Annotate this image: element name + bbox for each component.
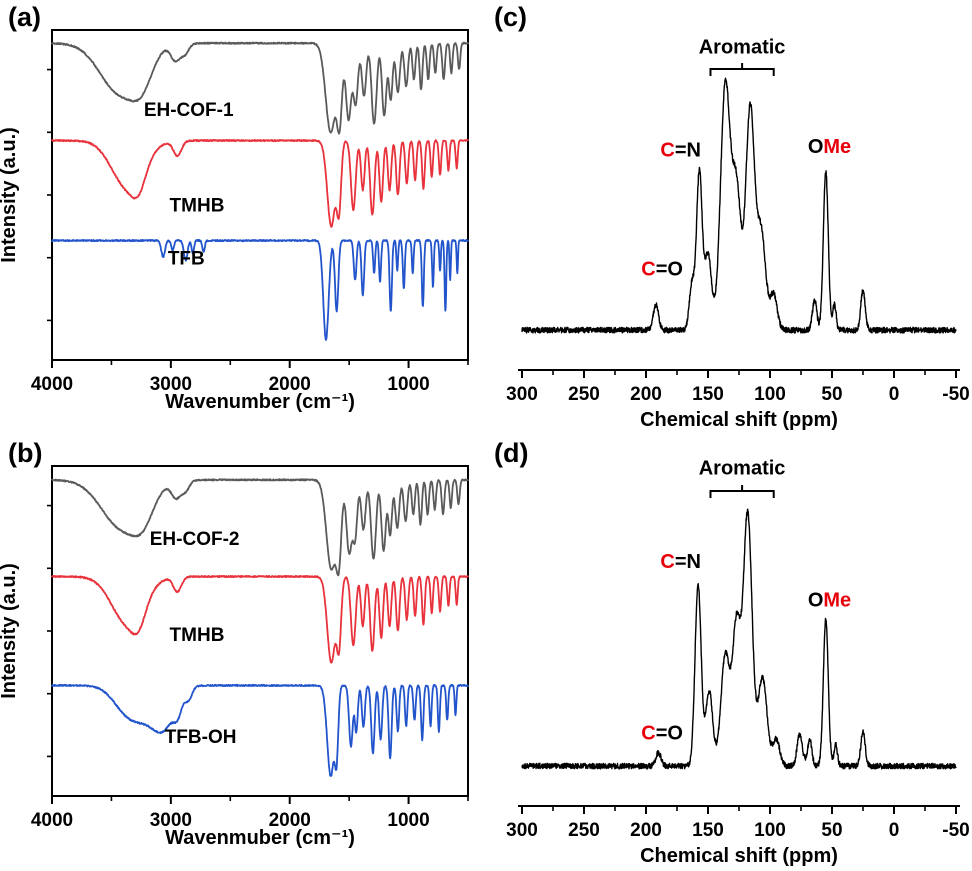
panel-label-d: (d): [494, 438, 529, 468]
svg-text:3000: 3000: [150, 810, 192, 831]
ftir-chart-eh-cof-1: 4000 3000 2000 1000 Wavenumber (cm⁻¹) Intensi…: [0, 0, 486, 436]
svg-text:Intensity (a.u.): Intensity (a.u.): [0, 563, 20, 699]
svg-text:Wavenmuber (cm⁻¹): Wavenmuber (cm⁻¹): [165, 827, 355, 849]
svg-text:1000: 1000: [387, 810, 429, 831]
svg-text:50: 50: [821, 384, 842, 405]
panel-c: (c) 300 250 200 150 100 50 0 -50 Chemical shift …: [486, 0, 972, 436]
svg-text:C=O: C=O: [641, 259, 683, 281]
svg-text:300: 300: [506, 384, 538, 405]
svg-text:300: 300: [506, 820, 538, 841]
svg-text:OMe: OMe: [808, 590, 851, 612]
svg-text:0: 0: [889, 820, 900, 841]
nmr-chart-eh-cof-2: 300 250 200 150 100 50 0 -50 Chemical shift (ppm…: [486, 436, 972, 871]
panel-b: (b) 4000 3000 2000 1000 Wavenmuber (cm⁻¹) Int…: [0, 436, 486, 871]
svg-text:-50: -50: [942, 384, 969, 405]
panel-label-c: (c): [494, 2, 527, 32]
svg-text:TMHB: TMHB: [170, 625, 225, 646]
svg-text:4000: 4000: [31, 810, 73, 831]
svg-text:Aromatic: Aromatic: [699, 458, 786, 480]
svg-text:50: 50: [821, 820, 842, 841]
svg-text:TMHB: TMHB: [170, 196, 225, 217]
ftir-spectrum-svg-a: 4000 3000 2000 1000 Wavenumber (cm⁻¹) Intensi…: [0, 29, 469, 413]
svg-text:Aromatic: Aromatic: [699, 36, 786, 58]
svg-text:100: 100: [754, 820, 786, 841]
svg-text:4000: 4000: [31, 374, 73, 395]
panel-d: (d) 300 250 200 150 100 50 0 -50 Chemical shift …: [486, 436, 972, 871]
svg-text:200: 200: [630, 384, 662, 405]
panel-label-a: (a): [8, 2, 41, 32]
svg-text:OMe: OMe: [808, 136, 851, 158]
ftir-spectrum-svg-b: 4000 3000 2000 1000 Wavenmuber (cm⁻¹) Intensi…: [0, 465, 469, 849]
svg-text:2000: 2000: [269, 374, 311, 395]
svg-text:3000: 3000: [150, 374, 192, 395]
svg-text:Wavenumber (cm⁻¹): Wavenumber (cm⁻¹): [165, 391, 355, 413]
svg-text:2000: 2000: [269, 810, 311, 831]
panel-a: (a) 4000 3000 2000 1000 Wavenumber (cm⁻¹) Int…: [0, 0, 486, 436]
nmr-chart-eh-cof-1: 300 250 200 150 100 50 0 -50 Chemical shift (ppm…: [486, 0, 972, 436]
panel-label-b: (b): [8, 438, 43, 468]
svg-text:Chemical shift (ppm): Chemical shift (ppm): [640, 409, 838, 431]
ftir-chart-eh-cof-2: 4000 3000 2000 1000 Wavenmuber (cm⁻¹) Intensi…: [0, 436, 486, 871]
svg-text:0: 0: [889, 384, 900, 405]
svg-text:100: 100: [754, 384, 786, 405]
svg-text:TFB-OH: TFB-OH: [165, 727, 237, 748]
svg-text:Chemical shift (ppm): Chemical shift (ppm): [640, 845, 838, 867]
svg-text:C=N: C=N: [660, 140, 701, 162]
svg-text:150: 150: [692, 820, 724, 841]
svg-text:C=N: C=N: [660, 551, 701, 573]
svg-text:Intensity (a.u.): Intensity (a.u.): [0, 127, 20, 263]
svg-text:250: 250: [568, 820, 600, 841]
svg-text:250: 250: [568, 384, 600, 405]
nmr-spectrum-svg-d: 300 250 200 150 100 50 0 -50 Chemical shift (ppm…: [506, 458, 970, 867]
svg-text:C=O: C=O: [641, 723, 683, 745]
nmr-spectrum-svg-c: 300 250 200 150 100 50 0 -50 Chemical shift (ppm…: [506, 36, 970, 431]
svg-text:200: 200: [630, 820, 662, 841]
svg-text:150: 150: [692, 384, 724, 405]
svg-text:1000: 1000: [387, 374, 429, 395]
svg-text:-50: -50: [942, 820, 969, 841]
svg-text:EH-COF-2: EH-COF-2: [150, 529, 240, 550]
svg-text:EH-COF-1: EH-COF-1: [144, 100, 234, 121]
svg-text:TFB: TFB: [168, 248, 205, 269]
